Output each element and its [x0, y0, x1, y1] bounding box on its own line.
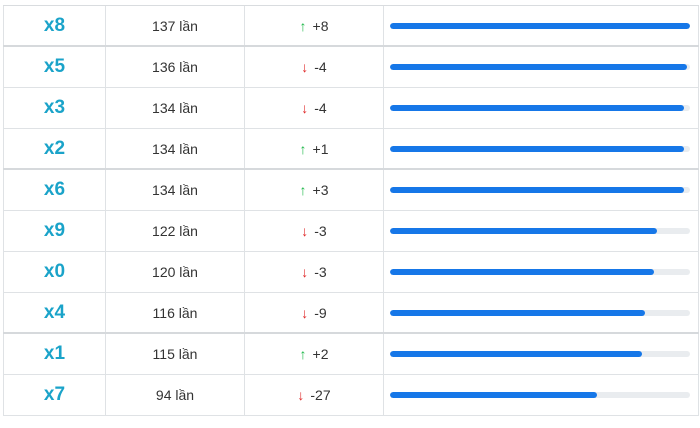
table-row: x4 116 lần ↓ -9: [3, 293, 699, 334]
progress-track: [390, 351, 690, 357]
change-value: +8: [312, 17, 329, 34]
count-value: 134 lần: [152, 100, 198, 116]
progress-fill: [390, 228, 657, 234]
count-value: 94 lần: [155, 387, 195, 403]
progress-track: [390, 269, 690, 275]
progress-track: [390, 187, 690, 193]
table-row: x1 115 lần ↑ +2: [3, 334, 699, 375]
count-value: 134 lần: [152, 182, 198, 198]
table-row: x7 94 lần ↓ -27: [3, 375, 699, 416]
change-value: -3: [314, 264, 327, 280]
change-value: -4: [314, 100, 327, 116]
change-value: +3: [312, 182, 329, 198]
table-row: x9 122 lần ↓ -3: [3, 211, 699, 252]
progress-track: [390, 105, 690, 111]
number-label: x2: [43, 137, 66, 159]
number-label: x6: [43, 179, 66, 200]
progress-fill: [390, 22, 690, 29]
progress-fill: [390, 269, 654, 275]
progress-fill: [390, 392, 597, 398]
progress-track: [390, 228, 690, 234]
number-label: x4: [43, 301, 66, 323]
arrow-up-icon: ↑: [299, 140, 307, 157]
progress-fill: [390, 64, 687, 70]
arrow-down-icon: ↓: [301, 264, 309, 280]
change-value: -27: [310, 387, 331, 403]
number-label: x5: [43, 56, 66, 77]
count-value: 116 lần: [152, 304, 198, 321]
table-row: x0 120 lần ↓ -3: [3, 252, 699, 293]
progress-fill: [390, 105, 684, 111]
arrow-down-icon: ↓: [301, 59, 309, 75]
frequency-table: x8 137 lần ↑ +8 x5 136 lần ↓ -4 x3 134 lần…: [3, 5, 699, 416]
count-value: 115 lần: [152, 346, 198, 362]
table-row: x5 136 lần ↓ -4: [3, 47, 699, 88]
table-row: x6 134 lần ↑ +3: [3, 170, 699, 211]
progress-fill: [390, 351, 642, 357]
count-value: 134 lần: [152, 140, 198, 157]
arrow-up-icon: ↑: [299, 346, 307, 362]
progress-fill: [390, 187, 684, 193]
number-label: x8: [43, 14, 66, 36]
arrow-down-icon: ↓: [297, 387, 305, 403]
table-row: x3 134 lần ↓ -4: [3, 88, 699, 129]
count-value: 120 lần: [152, 264, 198, 280]
arrow-down-icon: ↓: [301, 100, 309, 116]
number-label: x0: [43, 261, 66, 282]
table-row: x8 137 lần ↑ +8: [3, 6, 699, 47]
arrow-down-icon: ↓: [301, 223, 309, 239]
count-value: 137 lần: [152, 17, 198, 34]
change-value: +2: [312, 346, 329, 362]
progress-track: [390, 64, 690, 70]
number-label: x9: [43, 220, 66, 241]
number-label: x1: [43, 343, 66, 364]
table-row: x2 134 lần ↑ +1: [3, 129, 699, 170]
change-value: -3: [314, 223, 327, 239]
arrow-up-icon: ↑: [299, 182, 307, 198]
number-label: x7: [43, 384, 66, 405]
progress-track: [390, 22, 690, 29]
progress-track: [390, 392, 690, 398]
change-value: +1: [312, 140, 329, 157]
count-value: 122 lần: [152, 223, 198, 239]
change-value: -4: [314, 59, 327, 75]
count-value: 136 lần: [152, 59, 198, 75]
change-value: -9: [314, 304, 327, 321]
number-label: x3: [43, 97, 66, 118]
progress-track: [390, 145, 690, 152]
arrow-up-icon: ↑: [299, 17, 307, 34]
progress-track: [390, 309, 690, 316]
progress-fill: [390, 309, 645, 316]
progress-fill: [390, 145, 684, 152]
arrow-down-icon: ↓: [301, 304, 309, 321]
